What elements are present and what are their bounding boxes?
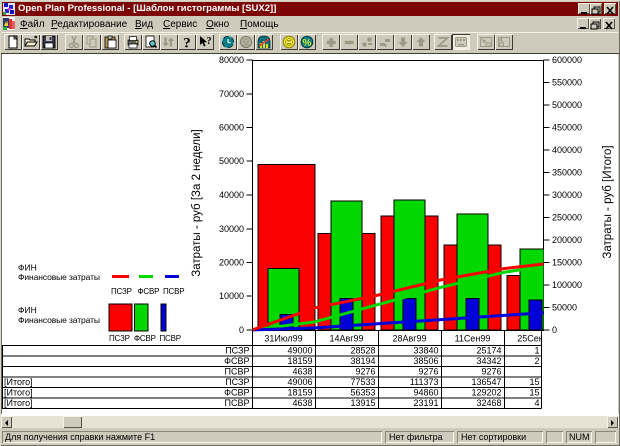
svg-text:56353: 56353 [350, 388, 375, 398]
svg-text:200000: 200000 [552, 235, 582, 245]
svg-text:%: % [303, 38, 312, 49]
svg-text:ФСВР: ФСВР [224, 388, 249, 398]
svg-text:9276: 9276 [355, 367, 375, 377]
svg-text:94860: 94860 [413, 388, 438, 398]
svg-text:350000: 350000 [552, 168, 582, 178]
svg-text:70000: 70000 [219, 89, 244, 99]
svg-text:80000: 80000 [219, 55, 244, 65]
svg-text:31Июл99: 31Июл99 [264, 334, 302, 344]
svg-text:300000: 300000 [552, 190, 582, 200]
svg-text:[Итого]: [Итого] [4, 398, 33, 408]
svg-text:0: 0 [552, 325, 557, 335]
svg-text:ФИН: ФИН [18, 263, 37, 273]
svg-text:50000: 50000 [552, 303, 577, 313]
svg-text:Финансовые затраты: Финансовые затраты [18, 315, 100, 325]
svg-text:49006: 49006 [287, 377, 312, 387]
svg-text:ПСВР: ПСВР [225, 398, 250, 408]
svg-text:ФСВР: ФСВР [224, 356, 249, 366]
svg-text:136547: 136547 [471, 377, 501, 387]
svg-text:?: ? [183, 36, 191, 50]
svg-text:600000: 600000 [552, 55, 582, 65]
svg-text:9276: 9276 [481, 367, 501, 377]
svg-text:2: 2 [534, 356, 539, 366]
svg-text:100000: 100000 [552, 280, 582, 290]
svg-text:ФИН: ФИН [18, 305, 37, 315]
svg-text:20000: 20000 [219, 258, 244, 268]
svg-text:4638: 4638 [292, 398, 312, 408]
svg-text:28Авг99: 28Авг99 [392, 334, 426, 344]
svg-text:Затраты - руб [За 2 недели]: Затраты - руб [За 2 недели] [191, 129, 203, 276]
svg-text:ПСВР: ПСВР [225, 367, 250, 377]
svg-text:250000: 250000 [552, 213, 582, 223]
svg-text:500000: 500000 [552, 100, 582, 110]
svg-text:32468: 32468 [476, 398, 501, 408]
svg-text:ПСЗР: ПСЗР [225, 377, 249, 387]
svg-text:111373: 111373 [410, 377, 439, 387]
svg-text:9276: 9276 [418, 367, 438, 377]
svg-text:60000: 60000 [219, 123, 244, 133]
svg-text:38194: 38194 [350, 356, 375, 366]
svg-text:400000: 400000 [552, 145, 582, 155]
svg-text:ПСЗР: ПСЗР [225, 346, 249, 356]
svg-text:ПСВР: ПСВР [160, 334, 181, 343]
svg-text:13915: 13915 [350, 398, 375, 408]
svg-text:49000: 49000 [287, 346, 312, 356]
svg-text:0: 0 [239, 325, 244, 335]
svg-text:4: 4 [534, 398, 539, 408]
svg-text:10000: 10000 [219, 291, 244, 301]
svg-text:15: 15 [529, 388, 539, 398]
svg-text:1: 1 [534, 346, 539, 356]
svg-text:18159: 18159 [287, 388, 312, 398]
svg-text:40000: 40000 [219, 190, 244, 200]
svg-text:23191: 23191 [413, 398, 438, 408]
svg-text:14Авг99: 14Авг99 [329, 334, 363, 344]
svg-text:[Итого]: [Итого] [4, 377, 33, 387]
svg-text:25Сен99: 25Сен99 [517, 334, 554, 344]
svg-text:15: 15 [529, 377, 539, 387]
svg-text:[Итого]: [Итого] [4, 388, 33, 398]
svg-text:30000: 30000 [219, 224, 244, 234]
svg-text:ПСЗР: ПСЗР [109, 334, 130, 343]
svg-text:Затраты - руб [Итого]: Затраты - руб [Итого] [602, 145, 614, 258]
svg-text:50000: 50000 [219, 156, 244, 166]
svg-text:ПСВР: ПСВР [163, 287, 184, 296]
svg-text:28528: 28528 [350, 346, 375, 356]
svg-text:38506: 38506 [413, 356, 438, 366]
svg-text:150000: 150000 [552, 258, 582, 268]
svg-text:550000: 550000 [552, 78, 582, 88]
svg-text:ФСВР: ФСВР [138, 287, 160, 296]
svg-text:34342: 34342 [476, 356, 501, 366]
svg-text:11Сен99: 11Сен99 [455, 334, 491, 344]
svg-text:4638: 4638 [292, 367, 312, 377]
svg-text:450000: 450000 [552, 123, 582, 133]
svg-text:18159: 18159 [287, 356, 312, 366]
svg-text:129202: 129202 [471, 388, 501, 398]
svg-text:33840: 33840 [413, 346, 438, 356]
svg-text:25174: 25174 [476, 346, 501, 356]
svg-text:Финансовые затраты: Финансовые затраты [18, 272, 100, 282]
svg-text:?: ? [207, 36, 212, 47]
svg-text:ПСЗР: ПСЗР [111, 287, 132, 296]
svg-text:ФСВР: ФСВР [134, 334, 156, 343]
svg-text:77533: 77533 [350, 377, 375, 387]
